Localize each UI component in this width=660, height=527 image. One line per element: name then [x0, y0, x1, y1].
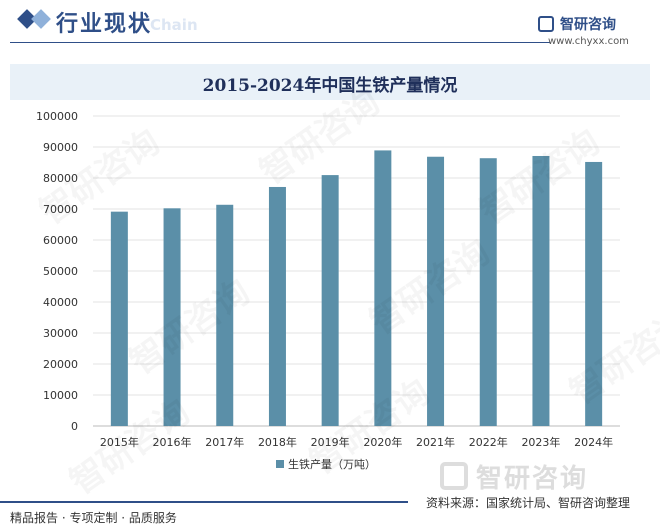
y-tick-label: 100000 [36, 110, 78, 123]
x-tick-label: 2020年 [363, 435, 402, 449]
x-tick-label: 2015年 [100, 435, 139, 449]
y-tick-label: 10000 [43, 389, 78, 402]
chart-title: 2015-2024年中国生铁产量情况 [202, 76, 458, 96]
header-divider [10, 42, 550, 43]
x-tick-label: 2021年 [416, 435, 455, 449]
footer-source-bg [410, 490, 660, 510]
footer-brand-logo-icon [440, 462, 468, 490]
brand-url: www.chyxx.com [548, 36, 629, 47]
y-tick-label: 50000 [43, 265, 78, 278]
diamond-icon-secondary [31, 9, 51, 29]
x-tick-label: 2018年 [258, 435, 297, 449]
y-tick-label: 30000 [43, 327, 78, 340]
footer-divider [0, 501, 408, 503]
section-title: 行业现状 [56, 12, 153, 37]
header: 行业现状 Chain 智研咨询 www.chyxx.com [0, 0, 660, 48]
bar [427, 156, 445, 427]
x-tick-label: 2017年 [205, 435, 244, 449]
bar [163, 208, 181, 426]
footer-brand-watermark: 智研咨询 [476, 464, 589, 494]
x-tick-label: 2016年 [153, 435, 192, 449]
bar [110, 211, 128, 426]
y-tick-label: 0 [71, 420, 78, 433]
bar [532, 155, 550, 426]
y-tick-label: 90000 [43, 141, 78, 154]
legend-label: 生铁产量（万吨） [288, 457, 376, 471]
bar [585, 161, 603, 426]
y-tick-label: 20000 [43, 358, 78, 371]
footer-source: 资料来源：国家统计局、智研咨询整理 [426, 496, 631, 510]
brand: 智研咨询 www.chyxx.com [538, 14, 648, 50]
bar-chart: 0 10000 20000 30000 40000 50000 60000 70000 8000… [36, 110, 620, 471]
y-tick-label: 70000 [43, 203, 78, 216]
x-tick-label: 2019年 [311, 435, 350, 449]
header-ghost-text: Chain [150, 16, 198, 34]
bar [321, 175, 339, 426]
brand-logo-icon [538, 16, 554, 32]
x-tick-label: 2023年 [521, 435, 560, 449]
chart-title-band: 2015-2024年中国生铁产量情况 [10, 64, 650, 100]
x-tick-label: 2024年 [574, 435, 613, 449]
legend-swatch [276, 460, 284, 468]
y-tick-label: 60000 [43, 234, 78, 247]
y-tick-label: 40000 [43, 296, 78, 309]
x-tick-label: 2022年 [469, 435, 508, 449]
bar [268, 186, 286, 426]
y-tick-label: 80000 [43, 172, 78, 185]
footer-slogan: 精品报告 · 专项定制 · 品质服务 [10, 511, 177, 525]
brand-name: 智研咨询 [560, 17, 616, 33]
bar [479, 158, 497, 426]
bar [374, 150, 392, 426]
bar [216, 204, 234, 426]
